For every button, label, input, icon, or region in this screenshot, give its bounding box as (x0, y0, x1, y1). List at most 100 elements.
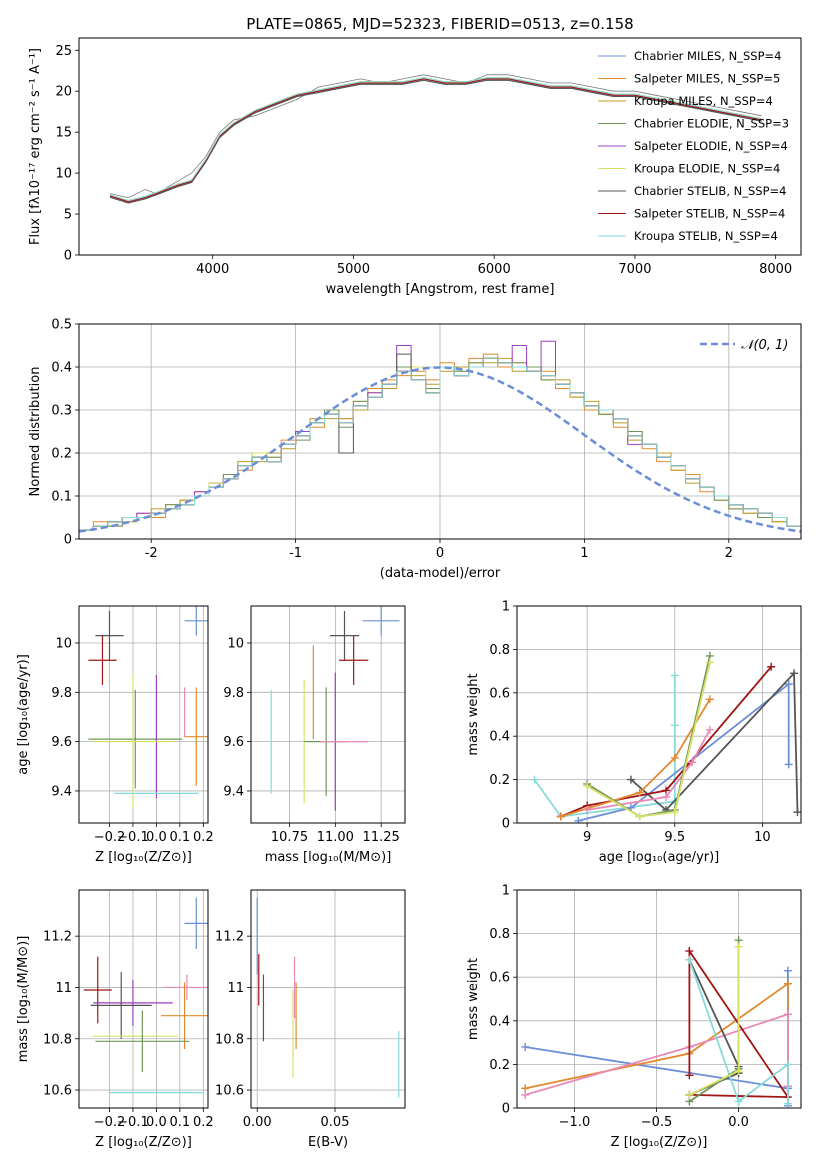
x-tick-label: 0.1 (170, 830, 191, 845)
y-tick-label: 0.2 (51, 447, 72, 462)
x-axis-label: E(B-V) (308, 1135, 348, 1150)
legend-label: Kroupa MILES, N_SSP=4 (634, 94, 773, 108)
plot-area (256, 897, 400, 1098)
x-tick-label: 10 (754, 830, 771, 845)
y-tick-label: 0.6 (489, 686, 510, 701)
y-tick-label: 0 (502, 1102, 510, 1117)
mass-weight-marker (783, 979, 792, 988)
x-tick-label: 6000 (478, 262, 511, 277)
x-axis-label: Z [log₁₀(Z/Z⊙)] (95, 1135, 192, 1150)
mass-weight-marker (783, 966, 792, 975)
y-tick-label: 11.2 (215, 930, 244, 945)
panel-mass_weight_vs_Z: −1.0 −0.5 0.0 0 0.2 0.4 0.6 0.8 1 Z [log₁₀(Z/Z⊙)]… (466, 884, 802, 1150)
error-cross-point (90, 972, 152, 1039)
y-tick-label: 0 (64, 533, 72, 548)
x-tick-label: −1.0 (559, 1115, 591, 1130)
legend-label: Chabrier ELODIE, N_SSP=3 (634, 117, 789, 131)
model-spectrum-line (109, 79, 762, 204)
plot-area (270, 606, 400, 811)
x-tick-label: 10.75 (271, 830, 308, 845)
y-tick-label: 11.2 (43, 930, 72, 945)
error-cross-point (95, 610, 124, 661)
mass-weight-line (688, 959, 789, 1104)
x-axis-label: age [log₁₀(age/yr)] (599, 850, 720, 865)
y-tick-label: 20 (55, 85, 72, 100)
error-cross-point (184, 687, 208, 787)
mass-weight-marker (670, 721, 679, 730)
mass-weight-marker (583, 805, 592, 814)
y-tick-label: 10 (55, 167, 72, 182)
x-tick-label: 0 (436, 546, 444, 561)
mass-weight-marker (670, 671, 679, 680)
mass-weight-marker (685, 1071, 694, 1080)
y-tick-label: 9.4 (51, 784, 72, 799)
x-tick-label: 4000 (196, 262, 229, 277)
error-cross-point (184, 606, 208, 636)
chart-title: PLATE=0865, MJD=52323, FIBERID=0513, z=0… (246, 15, 633, 33)
x-axis-label: Z [log₁₀(Z/Z⊙)] (611, 1135, 708, 1150)
plot-area (530, 651, 801, 823)
y-tick-label: 0.4 (51, 361, 72, 376)
y-tick-label: 0.2 (489, 1058, 510, 1073)
mass-weight-marker (685, 955, 694, 964)
model-spectrum-line (109, 78, 762, 203)
mass-weight-marker (670, 808, 679, 817)
x-tick-label: −0.2 (94, 830, 126, 845)
axes-frame (78, 37, 802, 256)
panel-age_vs_Z: −0.2−0.10.0 0.1 0.2 9.4 9.6 9.8 10 Z [log₁₀(Z/Z… (16, 605, 214, 865)
observed-spectrum-line (109, 74, 762, 199)
panel-mass_weight_vs_age: 9 9.5 10 0 0.2 0.4 0.6 0.8 1 age [log₁₀(age/yr)] m… (466, 600, 802, 865)
y-tick-label: 0.5 (51, 318, 72, 333)
mass-weight-marker (734, 1066, 743, 1075)
mass-weight-marker (635, 788, 644, 797)
legend-label: Salpeter MILES, N_SSP=5 (634, 72, 780, 86)
mass-weight-line (630, 671, 799, 813)
mass-weight-marker (662, 792, 671, 801)
y-axis-label: Flux [fλ10⁻¹⁷ erg cm⁻² s⁻¹ A⁻¹] (28, 48, 43, 245)
y-tick-label: 9.6 (223, 735, 244, 750)
mass-weight-marker (734, 942, 743, 951)
x-tick-label: 5000 (337, 262, 370, 277)
x-axis-label: Z [log₁₀(Z/Z⊙)] (95, 850, 192, 865)
error-cross-point (95, 1010, 190, 1073)
mass-weight-marker (734, 1097, 743, 1106)
x-tick-label: −0.1 (117, 1115, 149, 1130)
error-cross-point (339, 635, 369, 685)
mass-weight-marker (521, 1090, 530, 1099)
axes-frame (250, 605, 406, 824)
mass-weight-marker (530, 775, 539, 784)
x-tick-label: -2 (145, 546, 158, 561)
y-tick-label: 10 (55, 636, 72, 651)
axes-frame (250, 889, 406, 1109)
y-axis-label: mass [log₁₀(M/M⊙)] (16, 936, 31, 1063)
x-tick-label: 2 (725, 546, 733, 561)
legend-label: 𝒩(0, 1) (741, 338, 788, 353)
x-tick-label: 0.0 (728, 1115, 749, 1130)
y-tick-label: 9.8 (223, 686, 244, 701)
error-cross-point (88, 689, 183, 789)
y-axis-label: Normed distribution (28, 367, 43, 497)
y-tick-label: 0 (502, 817, 510, 832)
plot-area (109, 74, 762, 204)
normal-reference-curve (79, 366, 801, 533)
mass-weight-marker (521, 1042, 530, 1051)
mass-weight-line (586, 655, 711, 818)
x-axis-label: mass [log₁₀(M/M⊙)] (265, 850, 392, 865)
y-tick-label: 0.2 (489, 773, 510, 788)
error-cross-point (83, 956, 112, 1024)
panel-mass_vs_EBV: 0.00 0.05 10.6 10.8 11 11.2 E(B-V) (215, 889, 406, 1150)
error-cross-point (93, 675, 173, 809)
axes-frame (78, 605, 209, 824)
legend-label: Kroupa ELODIE, N_SSP=4 (634, 162, 780, 176)
y-axis-label: mass weight (466, 673, 481, 755)
y-tick-label: 1 (502, 884, 510, 899)
error-cross-point (161, 982, 208, 1050)
x-tick-label: −0.5 (641, 1115, 673, 1130)
x-tick-label: 8000 (759, 262, 792, 277)
x-tick-label: 0.1 (170, 1115, 191, 1130)
mass-weight-marker (705, 725, 714, 734)
mass-weight-marker (793, 808, 801, 817)
mass-weight-marker (789, 669, 798, 678)
axes-frame (516, 605, 802, 824)
